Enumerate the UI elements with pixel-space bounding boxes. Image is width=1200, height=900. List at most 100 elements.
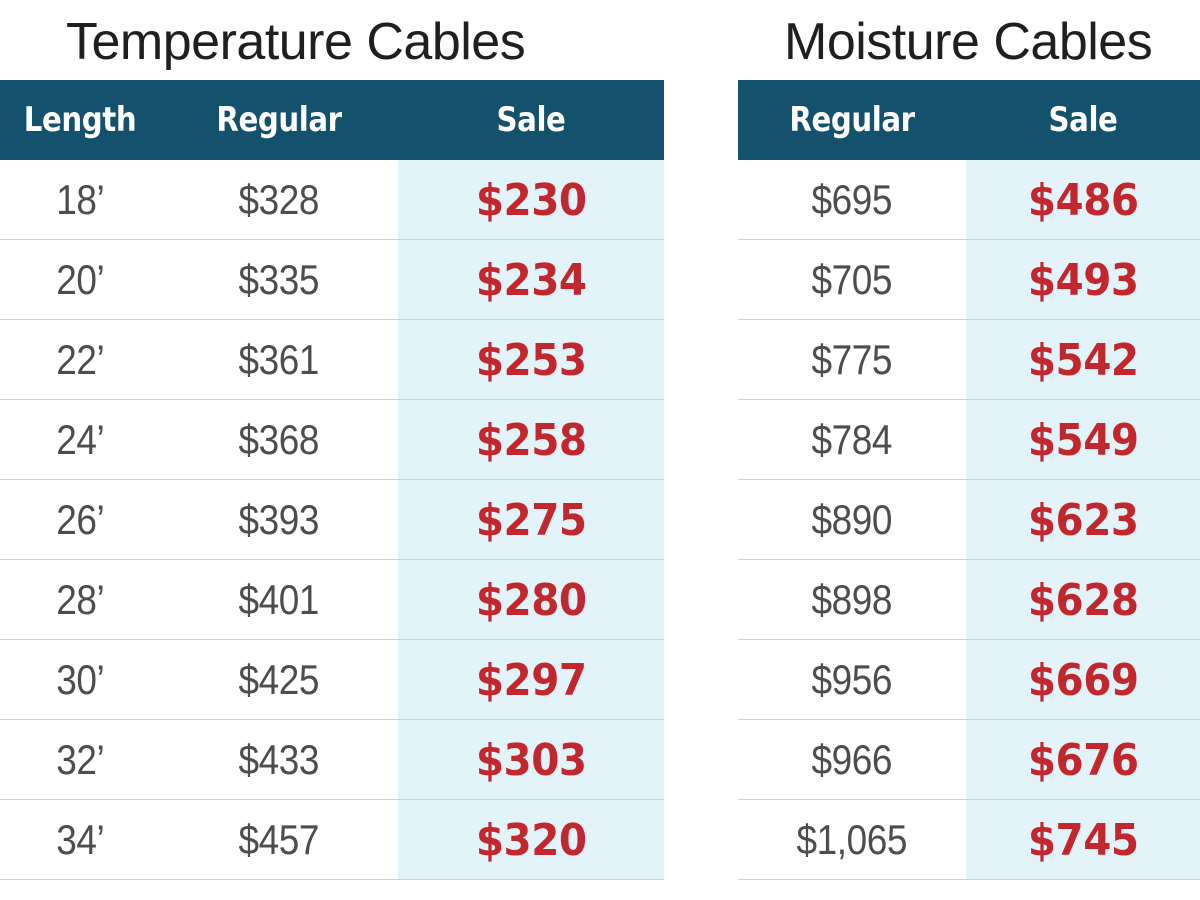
length-value: 32’ xyxy=(55,736,105,783)
table-row: 26’ $393 $275 xyxy=(0,480,664,560)
sale-price-cell: $745 xyxy=(966,800,1200,880)
length-cell: 28’ xyxy=(0,560,160,640)
sale-price-cell: $320 xyxy=(398,800,664,880)
regular-price-value: $335 xyxy=(238,256,320,303)
regular-price-value: $898 xyxy=(811,576,893,623)
table-row: 30’ $425 $297 xyxy=(0,640,664,720)
regular-price-value: $890 xyxy=(811,496,893,543)
sale-price-value: $549 xyxy=(1027,414,1139,466)
sale-price-value: $623 xyxy=(1027,494,1139,546)
regular-price-cell: $890 xyxy=(738,480,966,560)
regular-price-cell: $705 xyxy=(738,240,966,320)
length-value: 20’ xyxy=(55,256,105,303)
sale-price-value: $676 xyxy=(1027,734,1139,786)
table-row: $1,065 $745 xyxy=(738,800,1200,880)
table-row: $956 $669 xyxy=(738,640,1200,720)
moisture-cables-table: Moisture Cables Regular Sale $695 $486 $70… xyxy=(738,0,1200,880)
length-cell: 32’ xyxy=(0,720,160,800)
table-row: $898 $628 xyxy=(738,560,1200,640)
length-cell: 24’ xyxy=(0,400,160,480)
regular-price-cell: $328 xyxy=(160,160,398,240)
sale-price-value: $230 xyxy=(475,174,587,226)
regular-price-value: $705 xyxy=(811,256,893,303)
header-length: Length xyxy=(23,100,137,140)
sale-price-cell: $230 xyxy=(398,160,664,240)
sale-price-cell: $253 xyxy=(398,320,664,400)
regular-price-value: $695 xyxy=(811,176,893,223)
moisture-cables-title: Moisture Cables xyxy=(784,13,1153,71)
sale-price-value: $297 xyxy=(475,654,587,706)
sale-price-cell: $542 xyxy=(966,320,1200,400)
length-cell: 30’ xyxy=(0,640,160,720)
sale-price-value: $542 xyxy=(1027,334,1139,386)
length-value: 24’ xyxy=(55,416,105,463)
sale-price-cell: $234 xyxy=(398,240,664,320)
table-row: $784 $549 xyxy=(738,400,1200,480)
sale-price-cell: $676 xyxy=(966,720,1200,800)
length-cell: 20’ xyxy=(0,240,160,320)
sale-price-cell: $297 xyxy=(398,640,664,720)
sale-price-value: $320 xyxy=(475,814,587,866)
regular-price-cell: $361 xyxy=(160,320,398,400)
sale-price-value: $486 xyxy=(1027,174,1139,226)
table-row: 18’ $328 $230 xyxy=(0,160,664,240)
sale-price-value: $280 xyxy=(475,574,587,626)
table-row: $695 $486 xyxy=(738,160,1200,240)
table-row: 24’ $368 $258 xyxy=(0,400,664,480)
regular-price-value: $775 xyxy=(811,336,893,383)
sale-price-cell: $628 xyxy=(966,560,1200,640)
regular-price-cell: $425 xyxy=(160,640,398,720)
sale-price-cell: $258 xyxy=(398,400,664,480)
sale-price-cell: $275 xyxy=(398,480,664,560)
sale-price-value: $493 xyxy=(1027,254,1139,306)
regular-price-cell: $784 xyxy=(738,400,966,480)
sale-price-cell: $486 xyxy=(966,160,1200,240)
length-value: 18’ xyxy=(55,176,105,223)
table-row: 28’ $401 $280 xyxy=(0,560,664,640)
sale-price-cell: $669 xyxy=(966,640,1200,720)
regular-price-cell: $457 xyxy=(160,800,398,880)
regular-price-cell: $335 xyxy=(160,240,398,320)
length-cell: 34’ xyxy=(0,800,160,880)
sale-price-cell: $623 xyxy=(966,480,1200,560)
sale-price-cell: $303 xyxy=(398,720,664,800)
sale-price-cell: $493 xyxy=(966,240,1200,320)
length-value: 34’ xyxy=(55,816,105,863)
length-value: 30’ xyxy=(55,656,105,703)
sale-price-value: $275 xyxy=(475,494,587,546)
regular-price-value: $393 xyxy=(238,496,320,543)
temperature-header-row: Length Regular Sale xyxy=(0,80,664,160)
header-sale: Sale xyxy=(496,100,566,140)
sale-price-value: $669 xyxy=(1027,654,1139,706)
regular-price-cell: $1,065 xyxy=(738,800,966,880)
regular-price-cell: $775 xyxy=(738,320,966,400)
regular-price-value: $401 xyxy=(238,576,320,623)
length-value: 28’ xyxy=(55,576,105,623)
regular-price-value: $433 xyxy=(238,736,320,783)
table-row: $890 $623 xyxy=(738,480,1200,560)
regular-price-cell: $695 xyxy=(738,160,966,240)
temperature-cables-title: Temperature Cables xyxy=(66,13,526,71)
regular-price-value: $425 xyxy=(238,656,320,703)
table-row: 22’ $361 $253 xyxy=(0,320,664,400)
sale-price-value: $628 xyxy=(1027,574,1139,626)
regular-price-value: $784 xyxy=(811,416,893,463)
regular-price-cell: $393 xyxy=(160,480,398,560)
header-regular: Regular xyxy=(216,100,342,140)
sale-price-value: $303 xyxy=(475,734,587,786)
length-value: 26’ xyxy=(55,496,105,543)
sale-price-value: $253 xyxy=(475,334,587,386)
length-value: 22’ xyxy=(55,336,105,383)
sale-price-value: $258 xyxy=(475,414,587,466)
moisture-header-row: Regular Sale xyxy=(738,80,1200,160)
regular-price-value: $368 xyxy=(238,416,320,463)
header-sale: Sale xyxy=(1048,100,1118,140)
table-row: 32’ $433 $303 xyxy=(0,720,664,800)
regular-price-cell: $433 xyxy=(160,720,398,800)
length-cell: 18’ xyxy=(0,160,160,240)
length-cell: 22’ xyxy=(0,320,160,400)
temperature-cables-table: Temperature Cables Length Regular Sale 1… xyxy=(0,13,664,880)
regular-price-value: $328 xyxy=(238,176,320,223)
sale-price-cell: $280 xyxy=(398,560,664,640)
table-row: 34’ $457 $320 xyxy=(0,800,664,880)
